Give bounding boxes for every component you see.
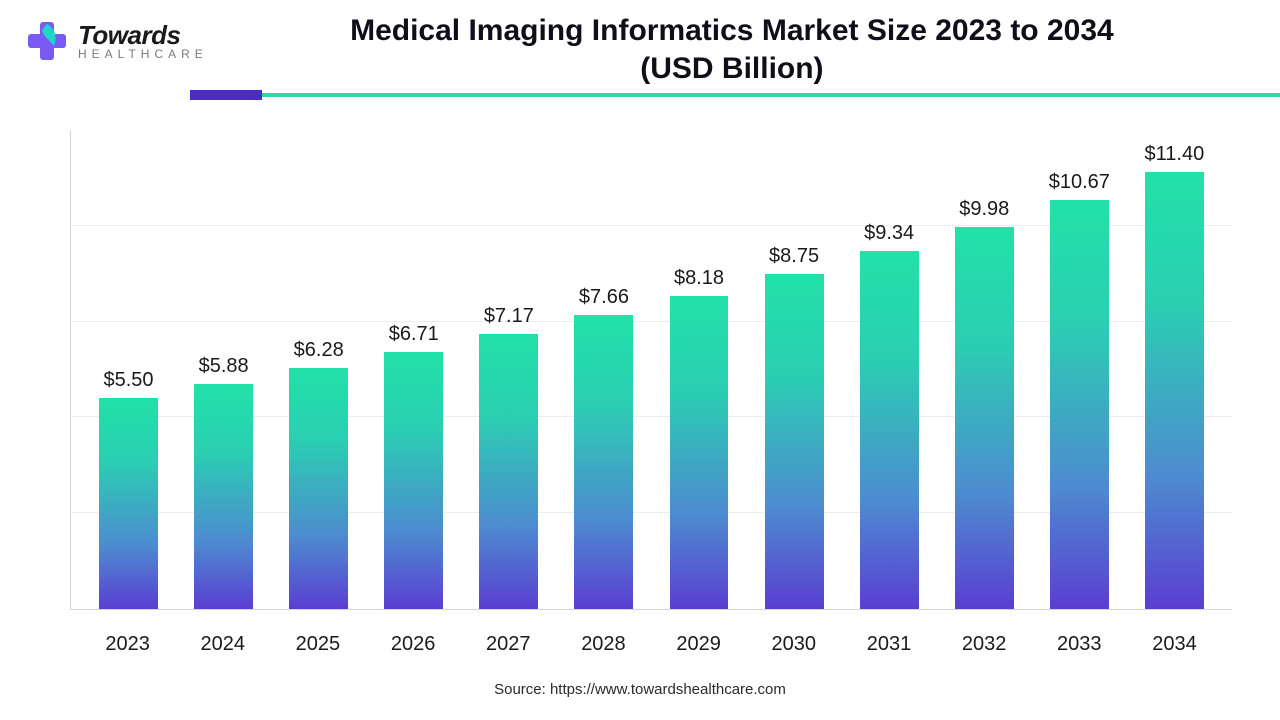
bar-value-label: $6.71 — [389, 323, 439, 346]
accent-purple-segment — [190, 90, 262, 100]
source-attribution: Source: https://www.towardshealthcare.co… — [0, 681, 1280, 698]
bar-slot: $8.75 — [747, 130, 842, 609]
bar-rect — [670, 296, 729, 609]
bar-rect — [1145, 172, 1204, 609]
bar-value-label: $5.50 — [104, 369, 154, 392]
chart-title: Medical Imaging Informatics Market Size … — [228, 12, 1236, 87]
bar-value-label: $9.34 — [864, 222, 914, 245]
bar-slot: $10.67 — [1032, 130, 1127, 609]
x-axis-label: 2033 — [1032, 633, 1127, 656]
bar-rect — [384, 352, 443, 609]
bar-rect — [479, 334, 538, 609]
chart-title-wrap: Medical Imaging Informatics Market Size … — [208, 12, 1256, 87]
x-axis-label: 2023 — [80, 633, 175, 656]
bar-rect — [574, 315, 633, 609]
x-axis-label: 2030 — [746, 633, 841, 656]
bar-slot: $11.40 — [1127, 130, 1222, 609]
bar-slot: $9.98 — [937, 130, 1032, 609]
bar-rect — [1050, 200, 1109, 609]
x-axis-label: 2032 — [937, 633, 1032, 656]
bar-rect — [765, 274, 824, 609]
bar-slot: $7.17 — [461, 130, 556, 609]
bar-slot: $7.66 — [556, 130, 651, 609]
x-axis-label: 2024 — [175, 633, 270, 656]
bar-slot: $5.88 — [176, 130, 271, 609]
x-axis-label: 2028 — [556, 633, 651, 656]
bar-rect — [99, 398, 158, 609]
bar-value-label: $7.66 — [579, 286, 629, 309]
bar-rect — [194, 384, 253, 609]
bar-value-label: $6.28 — [294, 339, 344, 362]
bar-value-label: $11.40 — [1145, 143, 1205, 166]
bar-value-label: $9.98 — [959, 198, 1009, 221]
x-axis-label: 2034 — [1127, 633, 1222, 656]
bar-rect — [860, 251, 919, 609]
brand-name: Towards — [78, 22, 208, 48]
x-axis-label: 2026 — [366, 633, 461, 656]
x-axis-label: 2027 — [461, 633, 556, 656]
header: Towards HEALTHCARE Medical Imaging Infor… — [0, 0, 1280, 87]
bar-value-label: $7.17 — [484, 305, 534, 328]
bar-value-label: $5.88 — [199, 355, 249, 378]
bar-rect — [955, 227, 1014, 609]
accent-divider — [190, 92, 1280, 98]
bar-slot: $9.34 — [842, 130, 937, 609]
bar-slot: $6.71 — [366, 130, 461, 609]
x-axis-labels: 2023202420252026202720282029203020312032… — [70, 633, 1232, 656]
brand-logo: Towards HEALTHCARE — [24, 18, 208, 64]
bar-value-label: $8.18 — [674, 267, 724, 290]
bar-rect — [289, 368, 348, 609]
logo-mark-icon — [24, 18, 70, 64]
title-line-1: Medical Imaging Informatics Market Size … — [350, 14, 1114, 47]
chart-plot-area: $5.50 $5.88 $6.28 $6.71 $7.17 $7.66 $8.18 $8.75… — [70, 130, 1232, 610]
brand-subtitle: HEALTHCARE — [78, 48, 208, 60]
bar-slot: $8.18 — [651, 130, 746, 609]
x-axis-label: 2029 — [651, 633, 746, 656]
x-axis-label: 2025 — [270, 633, 365, 656]
bar-value-label: $10.67 — [1049, 171, 1110, 194]
x-axis-label: 2031 — [841, 633, 936, 656]
bar-slot: $6.28 — [271, 130, 366, 609]
bars-container: $5.50 $5.88 $6.28 $6.71 $7.17 $7.66 $8.18 $8.75… — [71, 130, 1232, 609]
bar-value-label: $8.75 — [769, 245, 819, 268]
title-line-2: (USD Billion) — [640, 52, 823, 85]
bar-slot: $5.50 — [81, 130, 176, 609]
accent-teal-segment — [262, 93, 1280, 97]
